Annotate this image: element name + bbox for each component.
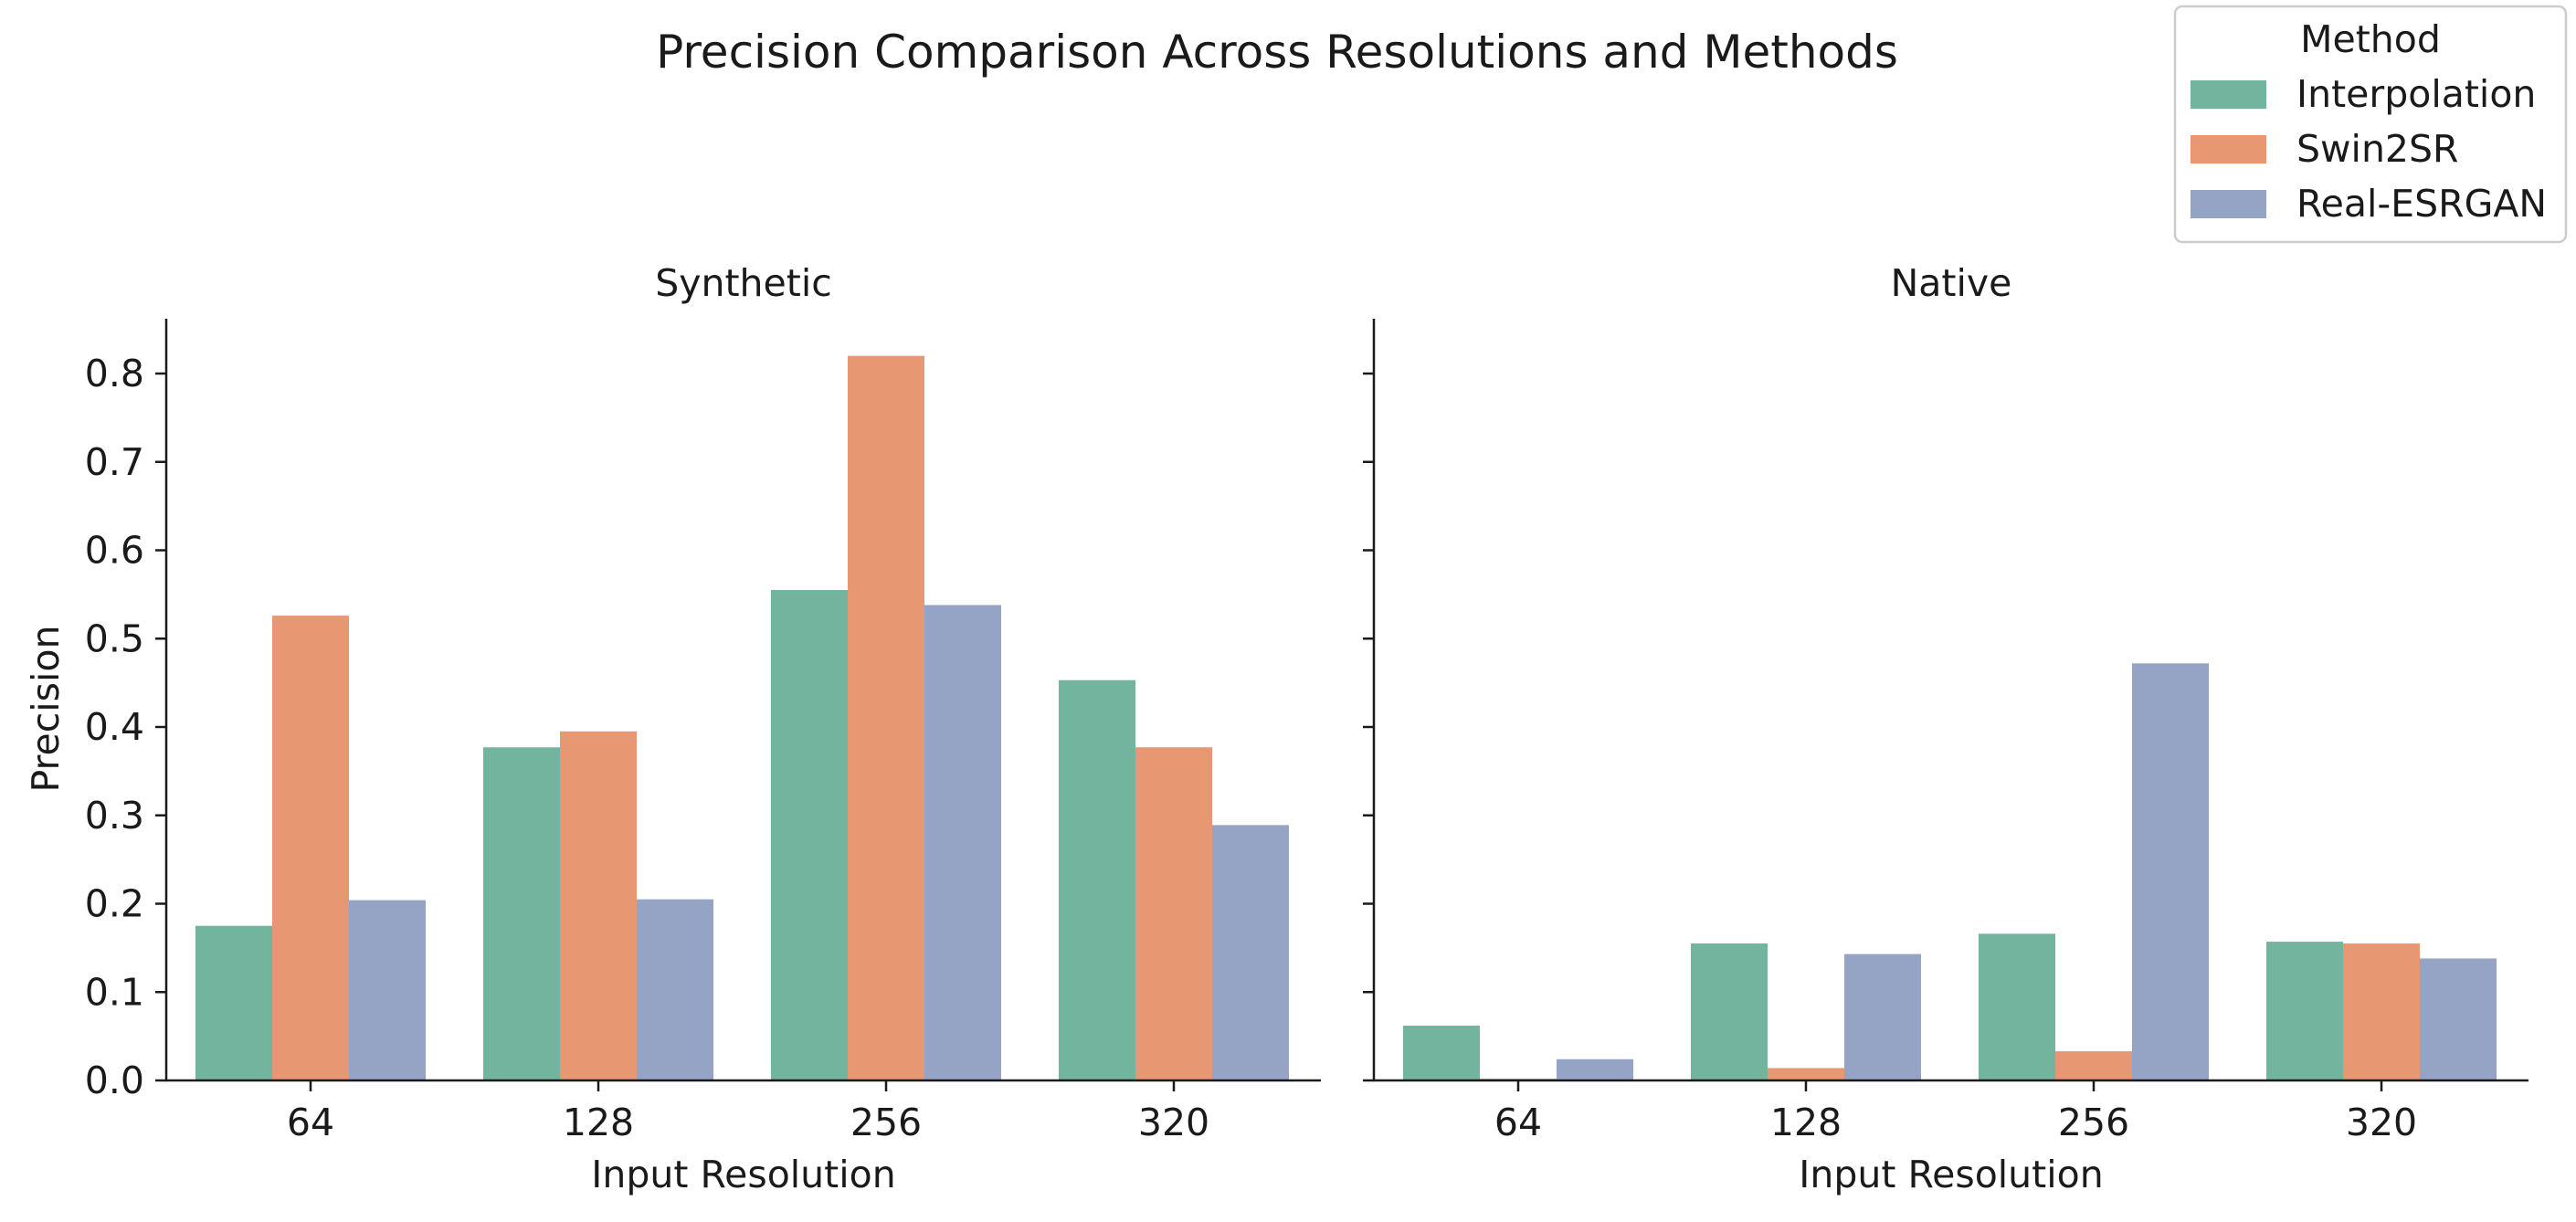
y-tick-label: 0.1 [85,970,144,1014]
y-axis: 0.0 0.1 0.2 0.3 0.4 0.5 0.6 0.7 0.8 [85,352,166,1102]
bar-swin2sr-320 [2343,943,2420,1080]
bar-interpolation-320 [2266,942,2343,1080]
chart-title: Precision Comparison Across Resolutions … [656,26,1898,79]
y-tick-label: 0.6 [85,529,144,573]
x-tick-label: 64 [1494,1101,1542,1144]
x-axis-label: Input Resolution [1799,1153,2103,1196]
x-axis: 64 128 256 320 [287,1080,1209,1144]
y-tick-label: 0.5 [85,616,144,660]
bar-interpolation-256 [771,590,848,1080]
legend-frame [2173,5,2568,244]
x-tick-label: 64 [287,1101,334,1144]
legend-title: Method [2300,17,2441,61]
chart-panels: Synthetic 0.0 0.1 0.2 0.3 0.4 0.5 0.6 0.7 0.8 64 12… [24,261,2528,1196]
y-tick-label: 0.2 [85,882,144,926]
bar-interpolation-320 [1059,679,1135,1080]
bar-swin2sr-320 [1135,747,1212,1080]
legend-label: Real-ESRGAN [2296,182,2547,226]
panel-native: Native 64 128 256 320 Input Resolution [1363,261,2528,1196]
x-tick-label: 256 [850,1101,922,1144]
bar-real-esrgan-128 [637,899,713,1080]
x-tick-label: 128 [563,1101,634,1144]
bar-swin2sr-128 [560,731,637,1080]
bar-swin2sr-128 [1768,1068,1844,1080]
x-tick-label: 320 [1138,1101,1209,1144]
legend-label: Swin2SR [2296,127,2459,171]
y-axis-label: Precision [24,626,68,793]
bar-swin2sr-64 [272,616,349,1080]
bar-swin2sr-256 [2055,1051,2132,1080]
x-tick-label: 256 [2058,1101,2129,1144]
bar-real-esrgan-320 [2420,958,2497,1080]
y-axis [1363,372,1374,1082]
bar-swin2sr-256 [848,355,924,1080]
legend-label: Interpolation [2296,72,2536,116]
bar-real-esrgan-64 [349,900,426,1080]
bars [1403,663,2497,1080]
bar-real-esrgan-64 [1557,1059,1633,1080]
bar-interpolation-64 [1403,1026,1480,1080]
bar-interpolation-128 [483,747,560,1080]
x-tick-label: 128 [1770,1101,1842,1144]
legend: Method Interpolation Swin2SR Real-ESRGAN [2173,5,2568,244]
x-tick-label: 320 [2346,1101,2417,1144]
bar-interpolation-256 [1979,933,2055,1080]
y-tick-label: 0.3 [85,794,144,837]
bars [195,355,1289,1080]
y-tick-label: 0.0 [85,1059,144,1102]
panel-title: Native [1891,261,2012,305]
bar-real-esrgan-128 [1844,953,1921,1080]
panel-title: Synthetic [655,261,832,305]
x-axis-label: Input Resolution [591,1153,895,1196]
bar-interpolation-64 [195,925,272,1080]
legend-swatch-real-esrgan [2191,190,2266,218]
bar-real-esrgan-256 [2132,663,2209,1080]
legend-swatch-interpolation [2191,80,2266,109]
panel-synthetic: Synthetic 0.0 0.1 0.2 0.3 0.4 0.5 0.6 0.7 0.8 64 12… [24,261,1321,1196]
y-tick-label: 0.8 [85,352,144,395]
bar-interpolation-128 [1691,943,1768,1080]
y-tick-label: 0.4 [85,705,144,749]
x-axis: 64 128 256 320 [1494,1080,2417,1144]
legend-swatch-swin2sr [2191,135,2266,163]
bar-real-esrgan-256 [924,605,1001,1080]
y-tick-label: 0.7 [85,440,144,484]
bar-real-esrgan-320 [1212,825,1289,1080]
